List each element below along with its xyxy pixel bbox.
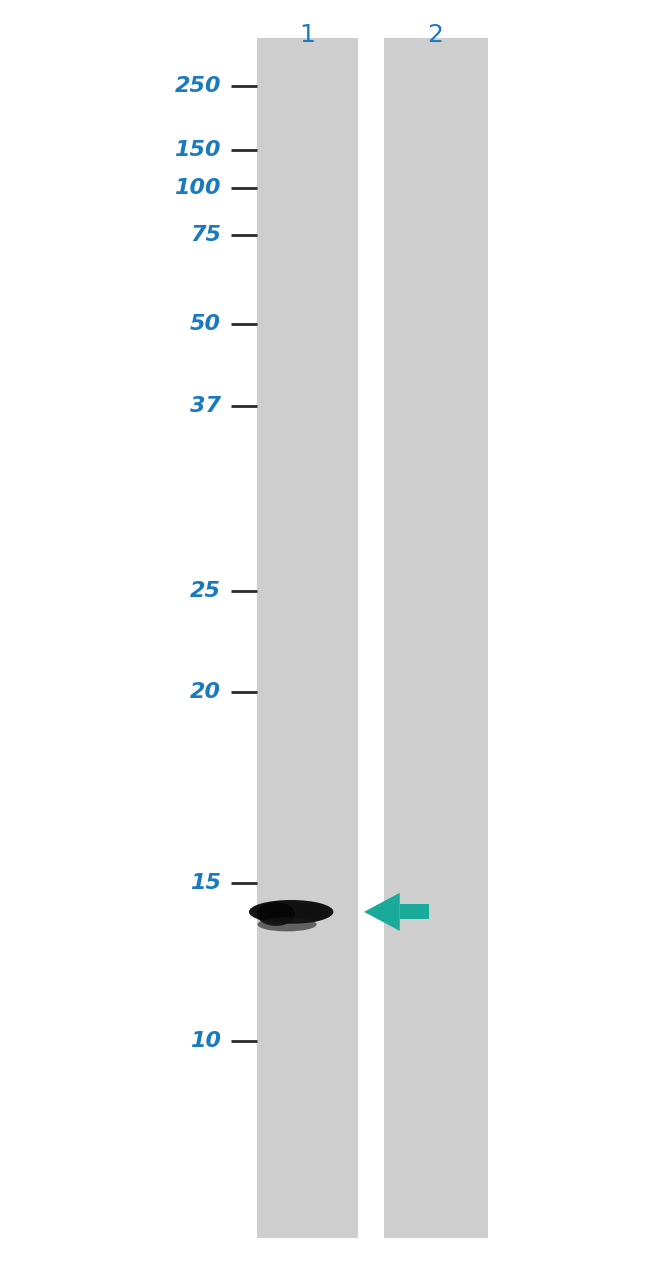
Text: 250: 250 <box>174 76 221 97</box>
Text: 75: 75 <box>190 225 221 245</box>
Polygon shape <box>364 893 400 931</box>
Ellipse shape <box>249 900 333 923</box>
Text: 25: 25 <box>190 580 221 601</box>
Text: 50: 50 <box>190 314 221 334</box>
Ellipse shape <box>295 904 324 922</box>
Bar <box>257 38 358 1238</box>
Text: 150: 150 <box>174 140 221 160</box>
Text: 10: 10 <box>190 1031 221 1052</box>
Text: 15: 15 <box>190 872 221 893</box>
Text: 20: 20 <box>190 682 221 702</box>
Ellipse shape <box>257 902 295 926</box>
Text: 2: 2 <box>428 23 443 47</box>
Text: 100: 100 <box>174 178 221 198</box>
Text: 1: 1 <box>299 23 315 47</box>
Bar <box>400 904 429 919</box>
Text: 37: 37 <box>190 396 221 417</box>
Bar <box>384 38 488 1238</box>
Ellipse shape <box>257 917 317 931</box>
